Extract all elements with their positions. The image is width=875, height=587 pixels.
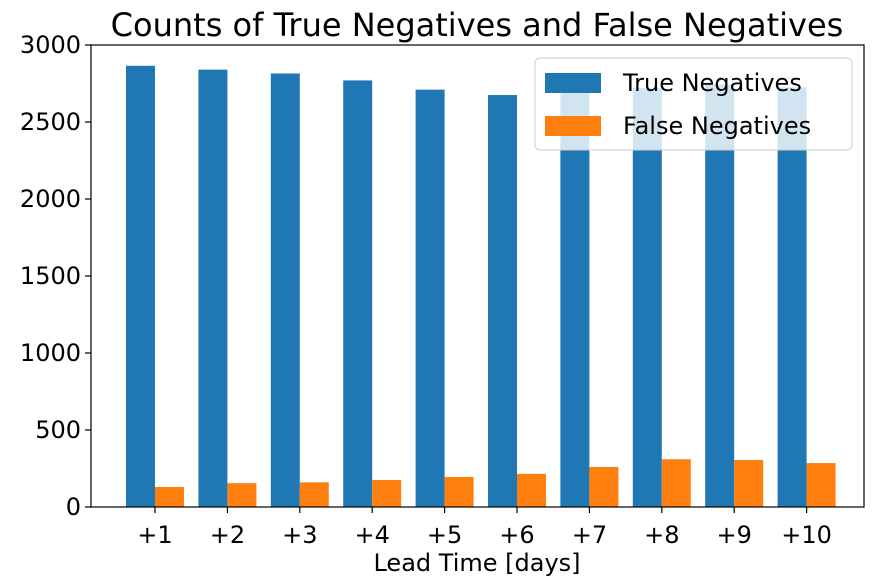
x-tick-label: +10 [781, 521, 832, 549]
x-tick-label: +6 [499, 521, 534, 549]
bar-false-negatives-1 [155, 486, 184, 507]
x-tick-label: +1 [137, 521, 172, 549]
bar-false-negatives-3 [299, 482, 329, 507]
x-tick-label: +2 [210, 521, 245, 549]
bar-false-negatives-10 [806, 463, 836, 507]
x-tick-label: +9 [717, 521, 752, 549]
y-tick-label: 1500 [20, 262, 81, 290]
x-tick-label: +3 [282, 521, 317, 549]
x-tick-label: +8 [644, 521, 679, 549]
bar-true-negatives-4 [343, 80, 373, 508]
bar-false-negatives-6 [517, 473, 546, 507]
legend-swatch [545, 116, 601, 136]
bar-false-negatives-5 [444, 476, 474, 507]
bar-true-negatives-5 [415, 89, 445, 507]
bar-false-negatives-8 [661, 459, 691, 507]
y-tick-label: 0 [66, 493, 81, 521]
x-tick-label: +4 [355, 521, 390, 549]
plot-frame [90, 44, 865, 508]
legend-swatch [545, 73, 601, 93]
y-axis: 0 500 1000 1500 2000 2500 3000 [20, 31, 91, 521]
bar-false-negatives-2 [227, 483, 257, 507]
legend-label: True Negatives [622, 69, 802, 97]
x-tick-label: +7 [572, 521, 607, 549]
bar-true-negatives-9 [705, 84, 735, 508]
legend: True Negatives False Negatives [534, 57, 853, 151]
bar-true-negatives-10 [777, 87, 807, 507]
bar-true-negatives-6 [488, 95, 517, 508]
y-tick-label: 2000 [20, 185, 81, 213]
chart-title: Counts of True Negatives and False Negat… [111, 6, 844, 44]
x-tick-label: +5 [427, 521, 462, 549]
legend-box [534, 57, 853, 151]
x-axis-label: Lead Time [days] [373, 549, 580, 577]
y-tick-label: 3000 [20, 31, 81, 59]
legend-label: False Negatives [623, 112, 811, 140]
bar-true-negatives-3 [270, 73, 300, 508]
bar-false-negatives-7 [589, 466, 619, 507]
bar-false-negatives-9 [734, 460, 764, 507]
y-tick-label: 500 [35, 416, 81, 444]
bar-true-negatives-7 [560, 92, 590, 508]
bar-true-negatives-2 [198, 69, 228, 507]
bar-true-negatives-1 [126, 65, 155, 507]
y-tick-label: 2500 [20, 108, 81, 136]
y-tick-label: 1000 [20, 339, 81, 367]
x-axis: +1 +2 +3 +4 +5 +6 +7 +8 +9 +10 [137, 507, 832, 549]
bars-group [126, 65, 836, 508]
bar-true-negatives-8 [632, 88, 662, 508]
bar-false-negatives-4 [372, 480, 402, 507]
